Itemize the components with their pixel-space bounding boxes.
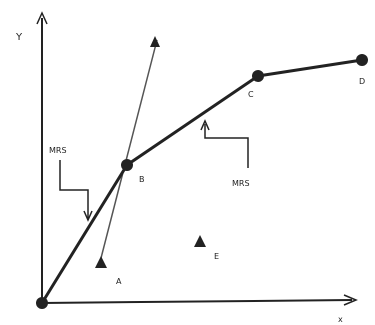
point-D bbox=[356, 54, 368, 66]
point-A-label: A bbox=[116, 277, 122, 286]
callout-right-arrow bbox=[200, 119, 210, 131]
callout-right-label: MRS bbox=[232, 179, 250, 188]
origin-point bbox=[36, 297, 48, 309]
x-axis bbox=[41, 299, 353, 304]
callout-left-leader bbox=[59, 160, 89, 218]
point-A-marker bbox=[95, 256, 107, 268]
y-axis-arrow bbox=[36, 11, 48, 25]
callout-left-label: MRS bbox=[49, 146, 67, 155]
point-B-label: B bbox=[139, 175, 145, 184]
x-axis-label: x bbox=[338, 315, 343, 324]
point-C-label: C bbox=[248, 90, 254, 99]
point-E-marker bbox=[194, 235, 206, 247]
point-C bbox=[252, 70, 264, 82]
callout-left bbox=[59, 160, 93, 222]
tangent-line bbox=[99, 39, 158, 263]
axes bbox=[36, 11, 358, 306]
point-top-marker bbox=[150, 36, 160, 47]
point-B bbox=[121, 159, 133, 171]
point-E-label: E bbox=[214, 252, 219, 261]
callout-right bbox=[200, 119, 249, 168]
x-axis-arrow bbox=[343, 294, 358, 306]
point-D-label: D bbox=[359, 77, 365, 86]
points bbox=[36, 36, 368, 309]
callout-right-leader bbox=[204, 124, 249, 168]
frontier-curve bbox=[40, 58, 363, 304]
callout-left-arrow bbox=[83, 210, 93, 222]
y-axis-label: Y bbox=[15, 32, 23, 43]
